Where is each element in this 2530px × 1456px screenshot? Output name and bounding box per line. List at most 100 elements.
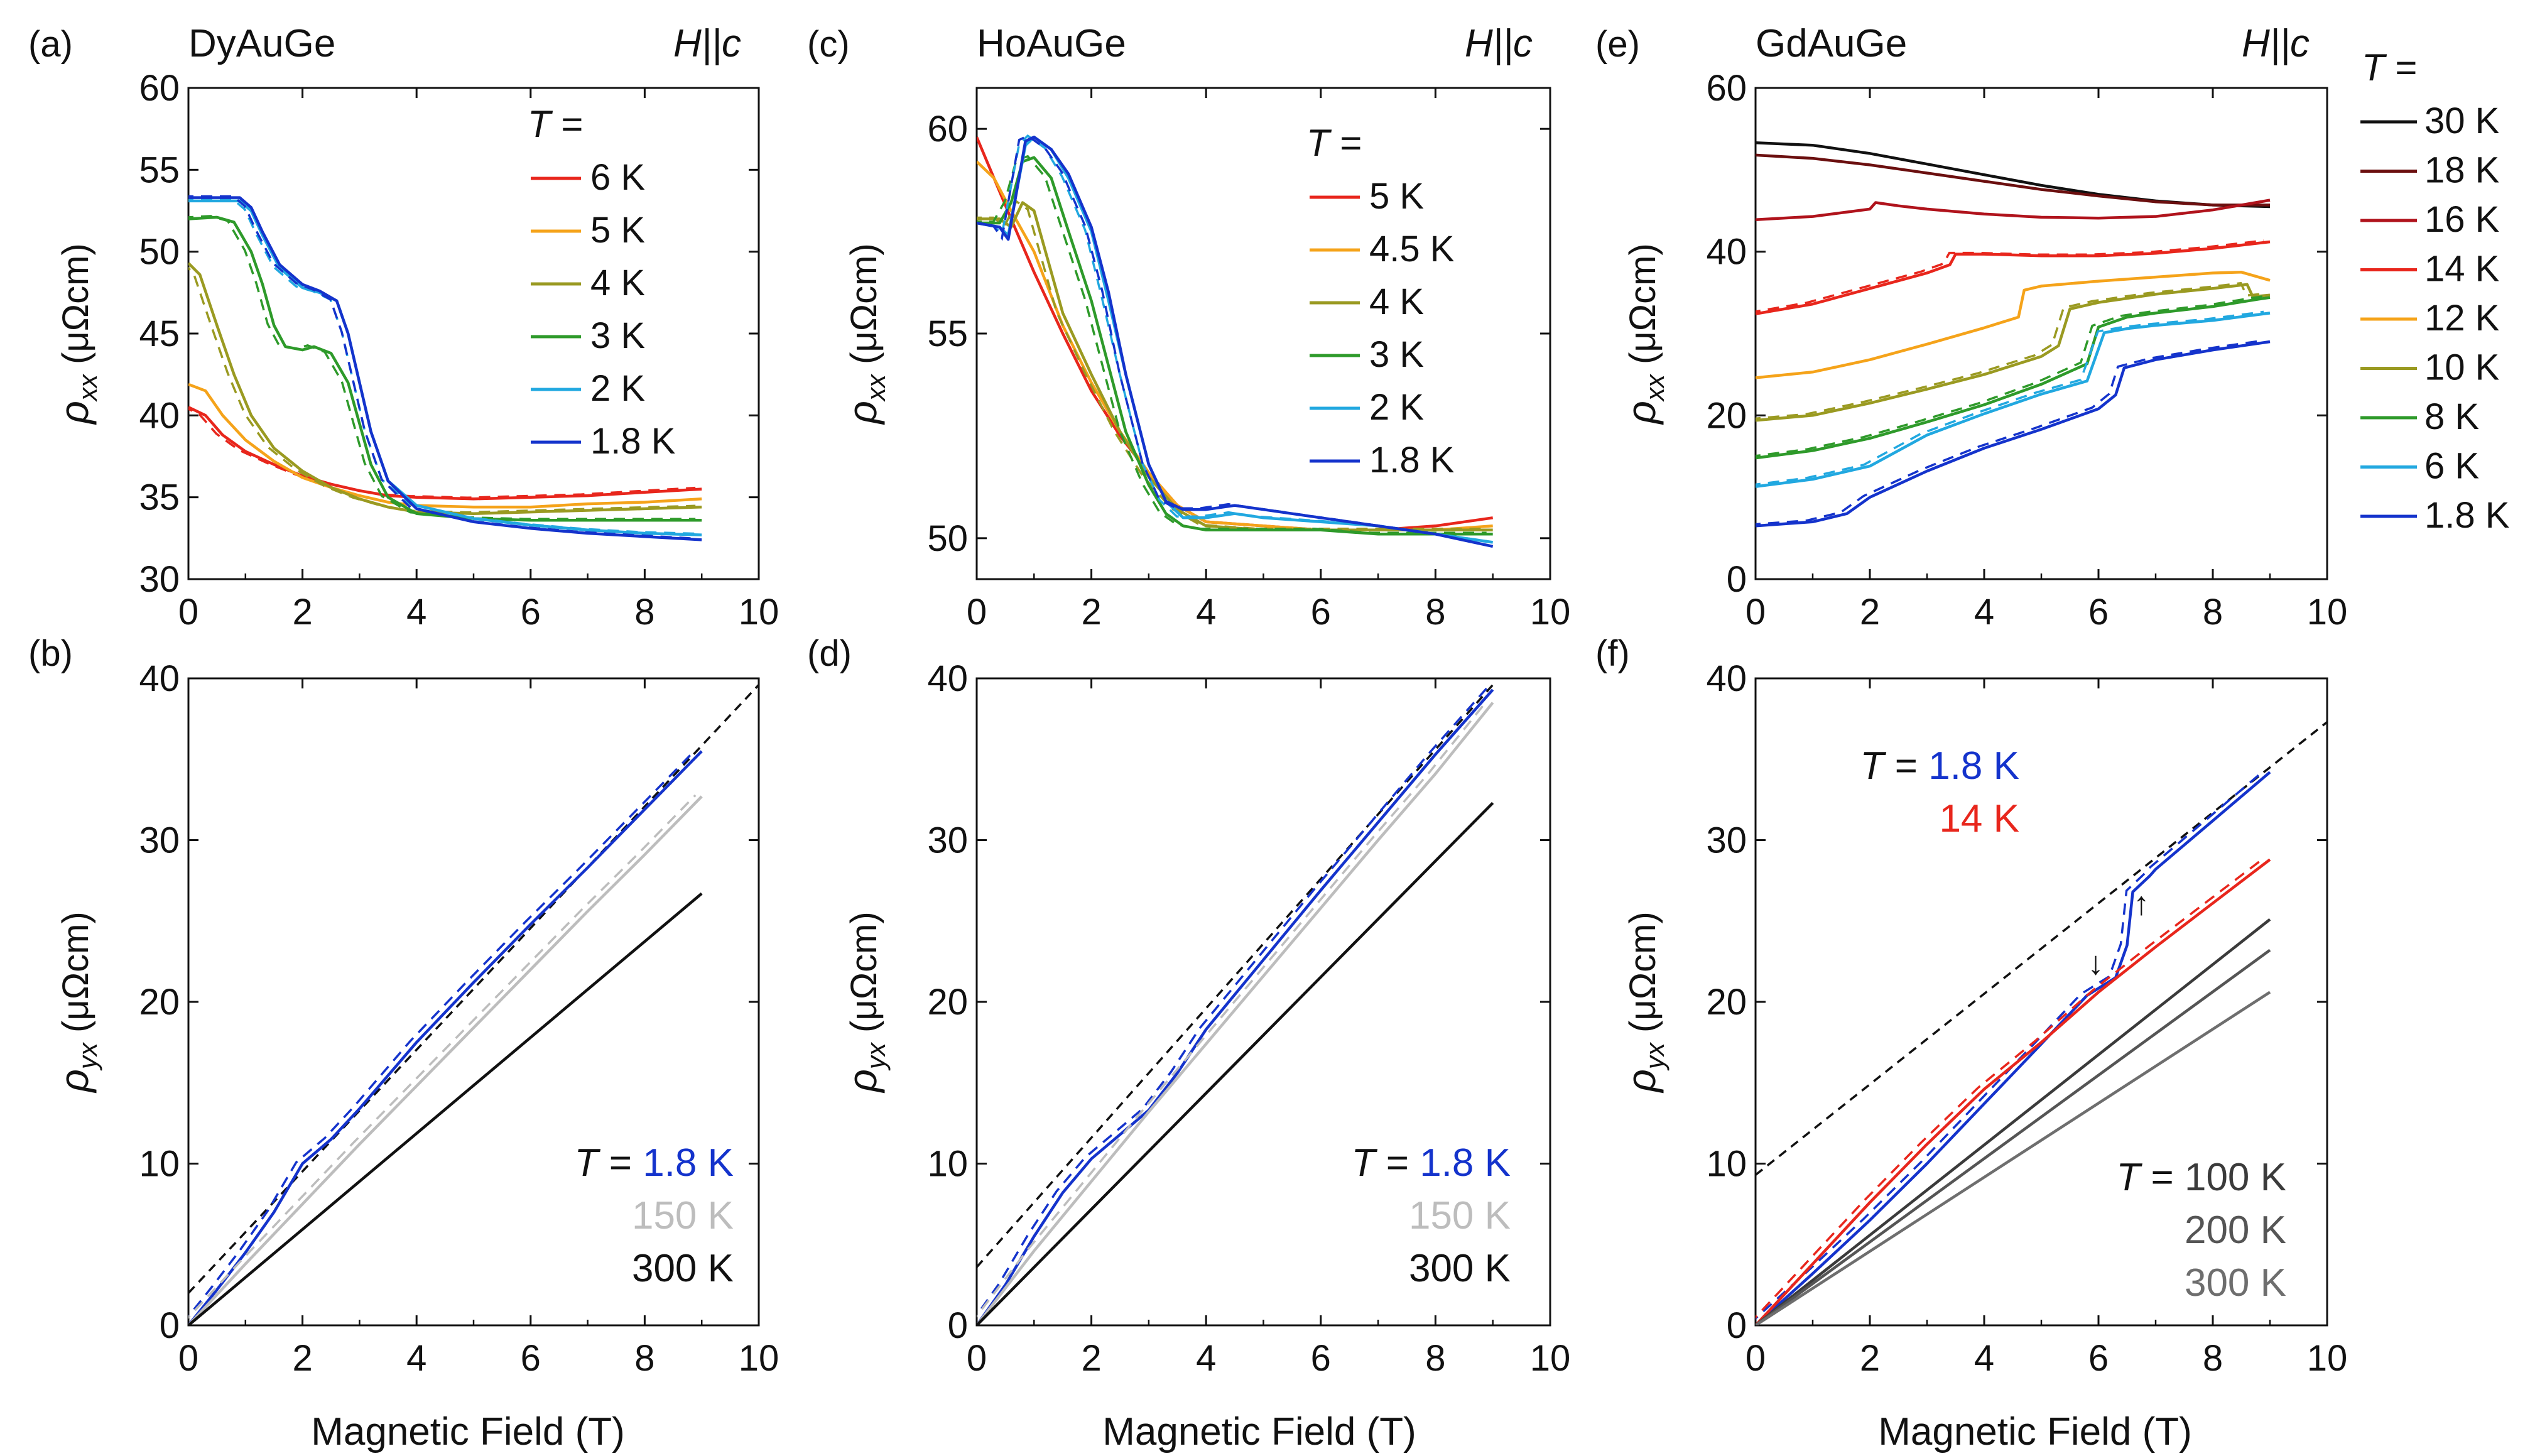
x-tick-label: 10 bbox=[1530, 1338, 1571, 1379]
series-line-1-8-K bbox=[1756, 340, 2271, 528]
legend-label: 8 K bbox=[2424, 396, 2479, 437]
series-line-dashed-4-K bbox=[188, 266, 696, 514]
series-line-18-K bbox=[1756, 153, 2270, 207]
series-line-150-K bbox=[977, 702, 1494, 1325]
y-tick-label: 20 bbox=[1706, 395, 1747, 436]
y-tick-label: 40 bbox=[927, 658, 968, 699]
legend-e: T =30 K 18 K 16 K 14 K 12 K 10 K 8 K 6 K 1.8 K bbox=[2360, 46, 2510, 536]
y-tick-label: 60 bbox=[927, 109, 968, 149]
field-direction-c: H||c bbox=[1465, 22, 1533, 65]
y-axis-title: ρyx (μΩcm) bbox=[840, 911, 891, 1094]
series-line-dashed-1-8-K bbox=[977, 134, 1487, 546]
legend-entry: T = 1.8 K bbox=[1352, 1141, 1511, 1185]
legend-label: 10 K bbox=[2424, 347, 2500, 388]
legend-a: T =6 K 5 K 4 K 3 K 2 K 1.8 K bbox=[528, 103, 676, 462]
y-tick-label: 55 bbox=[139, 149, 180, 190]
x-tick-label: 6 bbox=[2088, 1338, 2109, 1379]
legend-label: 5 K bbox=[1369, 176, 1424, 217]
y-tick-label: 20 bbox=[1706, 982, 1747, 1023]
series-line-1-8-K bbox=[977, 688, 1494, 1325]
series-line-dashed-6-K bbox=[1756, 310, 2264, 486]
x-tick-label: 2 bbox=[292, 1338, 312, 1379]
x-tick-label: 0 bbox=[178, 592, 198, 633]
legend-label: 30 K bbox=[2424, 101, 2500, 141]
legend-label: 1.8 K bbox=[1369, 440, 1455, 481]
legend-entry: 300 K bbox=[2185, 1261, 2286, 1305]
x-tick-label: 6 bbox=[2088, 592, 2109, 633]
legend-title: T = bbox=[2362, 46, 2417, 89]
series-line-dashed-14-K bbox=[1756, 239, 2264, 313]
legend-label: 2 K bbox=[590, 368, 645, 409]
y-axis-title: ρxx (μΩcm) bbox=[52, 243, 102, 425]
series-line-14-K bbox=[1756, 858, 2271, 1325]
x-tick-label: 10 bbox=[739, 592, 779, 633]
x-tick-label: 8 bbox=[634, 592, 654, 633]
legend-label: 4 K bbox=[590, 263, 645, 303]
y-tick-label: 35 bbox=[139, 477, 180, 518]
y-tick-label: 20 bbox=[139, 982, 180, 1023]
panel-title-a: DyAuGe bbox=[188, 22, 335, 65]
guide-line-dashed bbox=[977, 684, 1494, 1268]
panel-label-e: (e) bbox=[1595, 24, 1640, 65]
x-tick-label: 6 bbox=[521, 592, 541, 633]
legend-label: 6 K bbox=[590, 157, 645, 198]
legend-title: T = bbox=[528, 103, 583, 145]
legend-entry: 150 K bbox=[1409, 1194, 1511, 1237]
y-tick-label: 50 bbox=[927, 518, 968, 559]
y-tick-label: 30 bbox=[1706, 820, 1747, 861]
panel-title-e: GdAuGe bbox=[1756, 22, 1907, 65]
panel-title-c: HoAuGe bbox=[977, 22, 1126, 65]
y-axis-title: ρyx (μΩcm) bbox=[52, 911, 102, 1094]
y-axis-title: ρyx (μΩcm) bbox=[1619, 911, 1669, 1094]
series-line-16-K bbox=[1756, 198, 2271, 222]
panel-label-a: (a) bbox=[28, 24, 73, 65]
series-line-dashed-1-8-K bbox=[188, 749, 697, 1318]
legend-entry: 300 K bbox=[632, 1247, 734, 1290]
series-line-dashed-150-K bbox=[977, 700, 1488, 1318]
x-tick-label: 6 bbox=[1311, 592, 1331, 633]
series-line-dashed-1-8-K bbox=[977, 687, 1488, 1317]
y-tick-label: 30 bbox=[927, 820, 968, 861]
legend-b: T = 1.8 K 150 K 300 K bbox=[575, 1141, 734, 1290]
series-line-1-8-K bbox=[188, 750, 703, 1325]
y-tick-label: 30 bbox=[139, 559, 180, 600]
panel-label-c: (c) bbox=[807, 24, 850, 65]
series-line-1-8-K bbox=[188, 196, 702, 541]
legend-entry: T = 100 K bbox=[2116, 1156, 2286, 1199]
arrow-down-icon: ↓ bbox=[2087, 945, 2104, 982]
y-tick-label: 10 bbox=[1706, 1144, 1747, 1185]
y-tick-label: 0 bbox=[1727, 559, 1747, 600]
panel-f: 0 2 4 6 8 10 0 10 20 30 40 ρyx (μΩcm) (f) bbox=[1595, 633, 2347, 1379]
series-line-14-K bbox=[1756, 240, 2271, 315]
series-line-dashed-10-K bbox=[1756, 281, 2264, 420]
x-tick-label: 4 bbox=[1974, 592, 1994, 633]
y-tick-label: 45 bbox=[139, 313, 180, 354]
y-tick-label: 10 bbox=[139, 1144, 180, 1185]
legend-entry: 14 K bbox=[1939, 797, 2019, 840]
x-tick-label: 6 bbox=[521, 1338, 541, 1379]
x-tick-label: 10 bbox=[2307, 1338, 2348, 1379]
legend-c: T =5 K 4.5 K 4 K 3 K 2 K 1.8 K bbox=[1306, 122, 1455, 481]
panel-a: 0 2 4 6 8 10 30 35 40 45 50 55 60 ρxx (μΩcm) (a) DyAuGe… bbox=[28, 22, 779, 633]
series-line-100-K bbox=[1756, 918, 2271, 1325]
panel-label-b: (b) bbox=[28, 633, 73, 674]
x-tick-label: 2 bbox=[1860, 1338, 1880, 1379]
panel-d: 0 2 4 6 8 10 0 10 20 30 40 ρyx (μΩcm) (d) bbox=[807, 633, 1570, 1379]
legend-label: 4.5 K bbox=[1369, 229, 1455, 269]
x-tick-label: 0 bbox=[178, 1338, 198, 1379]
axis-title-x-f: Magnetic Field (T) bbox=[1878, 1410, 2192, 1453]
panel-c: 0 2 4 6 8 10 50 55 60 ρxx (μΩcm) (c) HoAuGe H||c bbox=[807, 22, 1570, 633]
legend-f-top: T = 1.8 K 14 K bbox=[1860, 744, 2019, 840]
panel-label-d: (d) bbox=[807, 633, 852, 674]
field-direction-a: H||c bbox=[673, 22, 741, 65]
legend-label: 3 K bbox=[590, 315, 645, 356]
series-line-300-K bbox=[188, 892, 703, 1325]
legend-title: T = bbox=[1306, 122, 1362, 164]
field-direction-e: H||c bbox=[2242, 22, 2310, 65]
series-line-300-K bbox=[977, 801, 1494, 1325]
series-line-6-K bbox=[1756, 312, 2271, 488]
x-tick-label: 4 bbox=[406, 1338, 426, 1379]
series-line-12-K bbox=[1756, 271, 2271, 379]
series-line-dashed-150-K bbox=[188, 794, 697, 1319]
